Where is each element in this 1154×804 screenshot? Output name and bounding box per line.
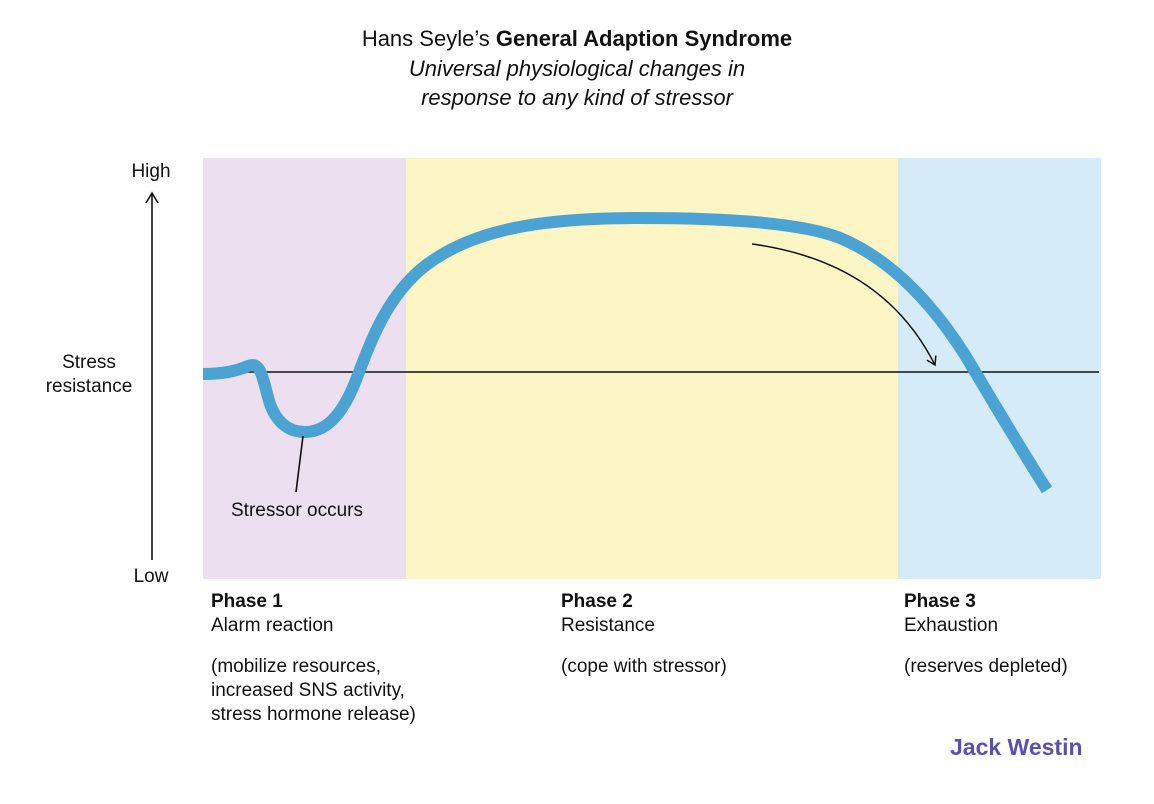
phase-3-number: Phase 3 — [904, 591, 976, 612]
phase-3-band — [898, 158, 1101, 579]
phase-3-desc-line-1: (reserves depleted) — [904, 656, 1068, 677]
brand-logo-text: Jack Westin — [950, 734, 1083, 760]
phase-2-description: (cope with stressor) — [561, 655, 727, 679]
title-prefix: Hans Seyle’s — [361, 26, 496, 51]
stress-resistance-curve — [202, 212, 1053, 494]
phase-3-caption: Phase 3 Exhaustion (reserves depleted) — [904, 590, 1068, 679]
y-axis-high-label: High — [131, 161, 171, 182]
stressor-pointer-line — [295, 435, 304, 493]
phase-1-description: (mobilize resources, increased SNS activ… — [211, 655, 416, 727]
subtitle-line-1: Universal physiological changes in — [408, 56, 746, 81]
phase-1-desc-line-2: increased SNS activity, — [211, 680, 405, 701]
y-axis-low-label: Low — [133, 566, 169, 587]
phase-3-description: (reserves depleted) — [904, 655, 1068, 679]
phase-2-caption: Phase 2 Resistance (cope with stressor) — [561, 590, 727, 679]
subtitle-line-2: response to any kind of stressor — [421, 85, 733, 110]
phase-2-desc-line-1: (cope with stressor) — [561, 656, 727, 677]
phase-3-name: Exhaustion — [904, 615, 999, 636]
phase-1-name: Alarm reaction — [211, 615, 334, 636]
title: Hans Seyle’s General Adaption Syndrome — [0, 24, 1154, 54]
phase-2-name: Resistance — [561, 615, 655, 636]
decline-arrow — [751, 243, 937, 367]
phase-1-desc-line-1: (mobilize resources, — [211, 656, 381, 677]
title-block: Hans Seyle’s General Adaption Syndrome U… — [0, 24, 1154, 112]
phase-1-number: Phase 1 — [211, 591, 283, 612]
y-axis-title-line-2: resistance — [45, 376, 133, 397]
title-bold: General Adaption Syndrome — [495, 26, 793, 51]
phase-1-desc-line-3: stress hormone release) — [211, 704, 416, 725]
y-axis-title: Stress resistance — [30, 351, 148, 399]
stressor-occurs-label: Stressor occurs — [231, 500, 363, 521]
phase-1-caption: Phase 1 Alarm reaction (mobilize resourc… — [211, 590, 416, 727]
y-axis-arrowhead — [145, 191, 159, 204]
y-axis-title-line-1: Stress — [62, 352, 116, 373]
phase-2-number: Phase 2 — [561, 591, 633, 612]
